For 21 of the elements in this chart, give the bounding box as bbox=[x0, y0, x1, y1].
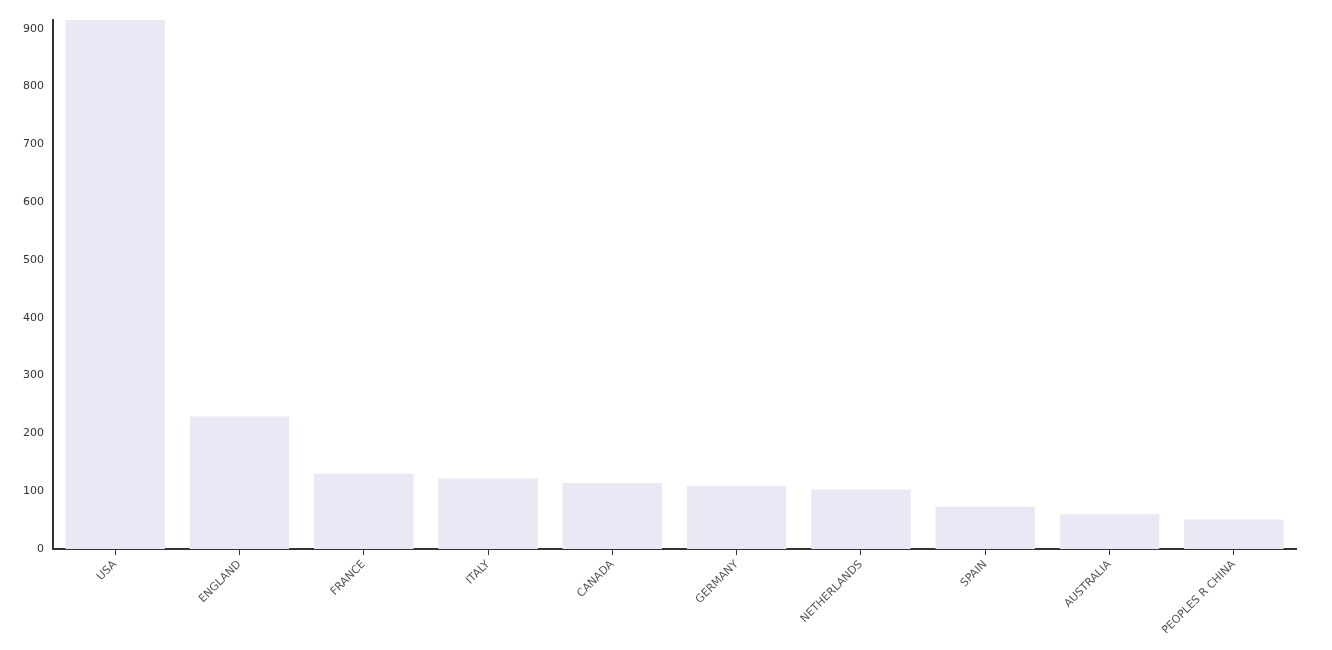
bar bbox=[811, 489, 911, 549]
y-tick-label: 500 bbox=[23, 252, 44, 266]
bar bbox=[189, 416, 290, 549]
bar bbox=[1059, 514, 1160, 549]
y-tick-label: 300 bbox=[23, 368, 44, 382]
y-tick-label: 900 bbox=[23, 21, 44, 35]
bar bbox=[314, 473, 414, 549]
y-tick-label: 700 bbox=[23, 137, 44, 151]
bar bbox=[65, 20, 165, 549]
bar bbox=[438, 478, 538, 549]
y-tick-label: 400 bbox=[23, 310, 44, 324]
x-tick-label: USA bbox=[94, 557, 120, 583]
bar bbox=[1184, 519, 1284, 549]
bar bbox=[686, 485, 787, 549]
bar bbox=[935, 506, 1035, 549]
y-tick-label: 200 bbox=[23, 426, 44, 440]
y-tick-label: 100 bbox=[23, 484, 44, 498]
y-tick-label: 0 bbox=[37, 541, 44, 555]
y-tick-label: 800 bbox=[23, 79, 44, 93]
y-tick-label: 600 bbox=[23, 194, 44, 208]
bar bbox=[562, 483, 663, 549]
